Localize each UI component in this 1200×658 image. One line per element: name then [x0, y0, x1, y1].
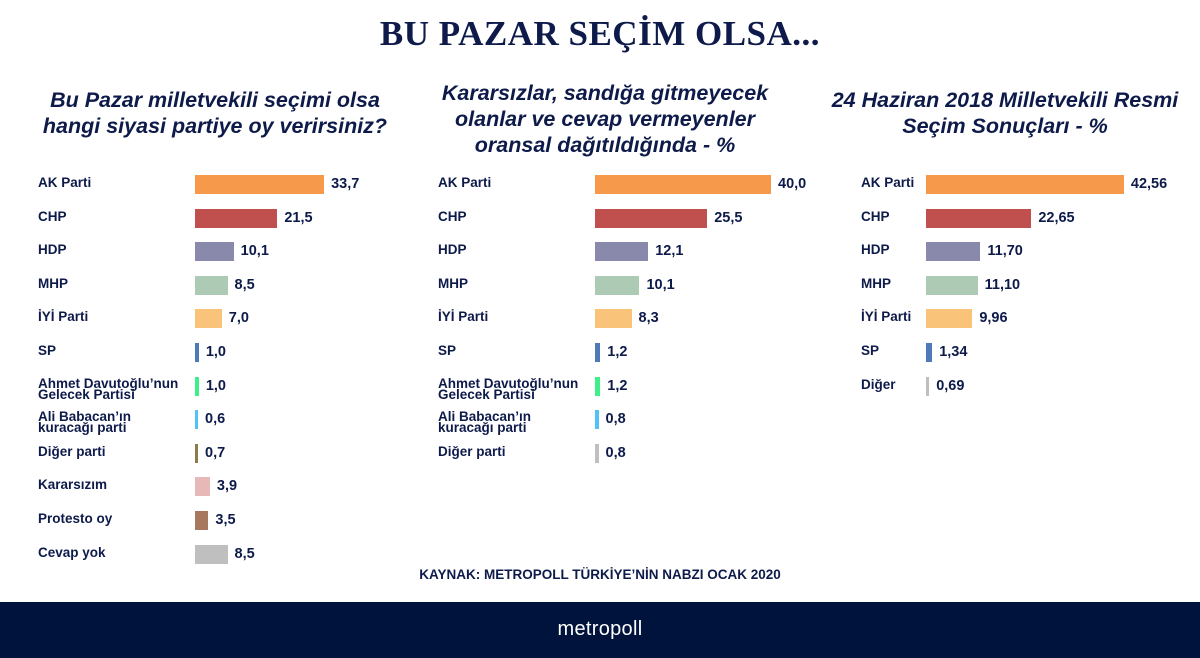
chart-1-bar [195, 477, 210, 497]
chart-1-title: Bu Pazar milletvekili seçimi olsa hangi … [42, 88, 388, 138]
chart-1-category-label: HDP [38, 242, 67, 258]
chart-2-value-label: 0,8 [605, 444, 626, 461]
chart-3-category-label: AK Parti [861, 175, 915, 190]
chart-1-category-label: Diğer parti [38, 443, 106, 459]
chart-1-category-label: SP [38, 343, 57, 358]
chart-2-category-label: Diğer parti [438, 443, 506, 459]
chart-1-value-label: 1,0 [205, 344, 226, 360]
chart-2-category-label: AK Parti [438, 175, 492, 190]
chart-1-bar [195, 376, 199, 396]
chart-1-value-label: 0,6 [205, 411, 226, 428]
chart-1-bar [195, 443, 198, 463]
chart-2-value-label: 25,5 [714, 209, 743, 226]
chart-3-bar [926, 376, 930, 396]
chart-2-category-label: CHP [438, 208, 467, 224]
chart-3-category-label: SP [861, 343, 880, 358]
chart-2-bar [595, 376, 601, 396]
chart-3-value-label: 1,34 [939, 344, 968, 360]
chart-1-category-label: Kararsızım [38, 477, 108, 493]
chart-3-category-label: HDP [861, 242, 890, 258]
chart-2-bar [595, 410, 599, 430]
chart-1-category-label: MHP [38, 275, 68, 291]
chart-2-bar [595, 275, 640, 295]
chart-3-bar [926, 175, 1124, 194]
chart-1-value-label: 7,0 [228, 310, 249, 327]
chart-3-value-label: 42,56 [1130, 176, 1168, 192]
chart-3-value-label: 9,96 [979, 310, 1008, 327]
main-title: BU PAZAR SEÇİM OLSA... [379, 14, 821, 53]
chart-1-category-label: İYİ Parti [38, 309, 89, 325]
chart-2-category-label: Ahmet Davutoğlu’nun Gelecek Partisi [438, 375, 579, 402]
chart-1-value-label: 33,7 [331, 176, 360, 192]
chart-1-category-label: CHP [38, 208, 67, 224]
chart-3-value-label: 0,69 [936, 377, 965, 394]
chart-3-bar [926, 242, 981, 262]
chart-1-category-label: Ali Babacan’ın kuracağı parti [38, 409, 132, 436]
chart-3-bar [926, 343, 933, 362]
chart-2-value-label: 40,0 [778, 176, 807, 192]
chart-1-category-label: Ahmet Davutoğlu’nun Gelecek Partisi [38, 375, 179, 402]
chart-1-category-label: Protesto oy [38, 511, 113, 526]
chart-2-bar [595, 309, 632, 329]
chart-2-bar [595, 208, 708, 228]
chart-2-category-label: İYİ Parti [438, 309, 489, 325]
chart-1-value-label: 0,7 [205, 444, 226, 461]
chart-3-value-label: 11,10 [984, 276, 1021, 293]
chart-1-category-label: AK Parti [38, 175, 92, 190]
chart-2-value-label: 10,1 [646, 276, 675, 293]
chart-1-value-label: 8,5 [234, 276, 255, 293]
chart-2-category-label: Ali Babacan’ın kuracağı parti [438, 409, 532, 436]
chart-3-category-label: Diğer [861, 376, 896, 392]
chart-2-bar [595, 242, 649, 262]
chart-1-bar [195, 410, 198, 430]
chart-1-category-label: Cevap yok [38, 544, 106, 560]
chart-3-value-label: 11,70 [987, 243, 1023, 260]
chart-1-bar [195, 208, 278, 228]
chart-3-category-label: CHP [861, 208, 890, 224]
chart-2-category-label: SP [438, 343, 457, 358]
chart-3-category-label: İYİ Parti [861, 309, 912, 325]
chart-1-value-label: 10,1 [240, 243, 269, 260]
chart-3-bar [926, 208, 1032, 228]
chart-1-value-label: 3,5 [215, 512, 236, 528]
chart-1-bar [195, 511, 209, 530]
chart-1-bar [195, 309, 222, 329]
chart-3-value-label: 22,65 [1038, 209, 1075, 226]
footer-band: metropoll [0, 602, 1200, 658]
chart-2-bar [595, 443, 599, 463]
chart-2-value-label: 12,1 [655, 243, 684, 260]
chart-3-bar [926, 309, 973, 329]
chart-1-value-label: 3,9 [216, 478, 238, 495]
metropoll-logo: metropoll [557, 618, 643, 640]
chart-1-bar [195, 242, 234, 262]
chart-3-title: 24 Haziran 2018 Milletvekili Resmi Seçim… [831, 88, 1179, 138]
chart-2-value-label: 8,3 [638, 310, 659, 327]
chart-1-bar [195, 544, 228, 564]
chart-1-bar [195, 343, 199, 362]
chart-3-category-label: MHP [861, 275, 891, 291]
chart-2-title: Kararsızlar, sandığa gitmeyecek olanlar … [441, 81, 769, 157]
chart-2-category-label: HDP [438, 242, 467, 258]
chart-2-bar [595, 343, 601, 362]
chart-3-bar [926, 275, 978, 295]
chart-1-bar [195, 175, 325, 194]
chart-1-value-label: 21,5 [284, 209, 313, 226]
source-note: KAYNAK: METROPOLL TÜRKİYE’NİN NABZI OCAK… [419, 567, 781, 582]
chart-1-value-label: 8,5 [234, 545, 255, 562]
chart-1-bar [195, 275, 228, 295]
chart-2-value-label: 1,2 [607, 377, 628, 394]
chart-2-bar [595, 175, 771, 194]
chart-2-category-label: MHP [438, 275, 468, 291]
chart-1-value-label: 1,0 [205, 377, 226, 394]
chart-2-value-label: 1,2 [607, 344, 628, 360]
chart-2-value-label: 0,8 [605, 411, 626, 428]
